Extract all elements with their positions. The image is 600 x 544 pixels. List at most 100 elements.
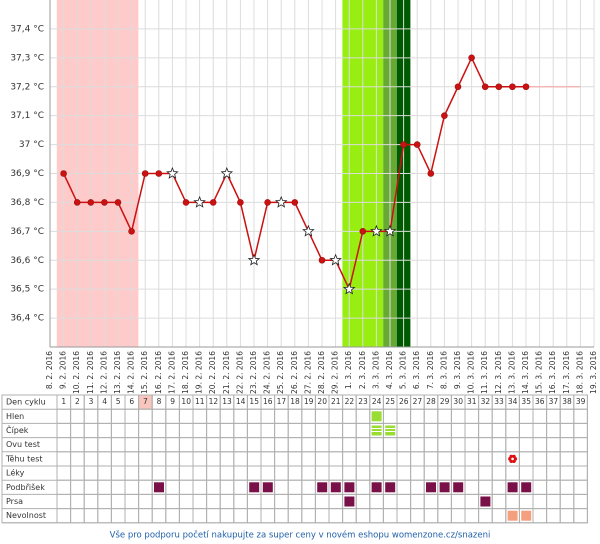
point-marker xyxy=(441,112,448,119)
x-tick-label: 27. 2. 2016 xyxy=(303,351,312,394)
table-cell xyxy=(573,508,588,524)
y-tick-label: 36,8 °C xyxy=(10,198,44,208)
star-marker xyxy=(274,195,288,208)
point-marker xyxy=(155,170,163,177)
symptom-mark xyxy=(370,410,383,423)
cycle-day: 12 xyxy=(209,397,219,406)
symptom-mark xyxy=(506,509,519,522)
cycle-day: 20 xyxy=(317,397,327,406)
symptom-mark xyxy=(153,481,165,494)
symptom-mark xyxy=(343,495,356,508)
cycle-day: 2 xyxy=(75,397,80,406)
star-marker xyxy=(329,253,342,266)
cycle-day: 9 xyxy=(170,397,175,406)
symptom-mark xyxy=(425,481,437,494)
point-marker xyxy=(454,83,462,91)
cycle-day: 4 xyxy=(102,397,107,406)
x-tick-label: 16. 3. 2016 xyxy=(548,351,557,394)
cycle-day: 11 xyxy=(195,397,205,406)
point-marker xyxy=(60,170,67,177)
x-tick-label: 8. 3. 2016 xyxy=(439,351,448,389)
x-tick-label: 14. 3. 2016 xyxy=(521,351,530,394)
x-tick-label: 23. 2. 2016 xyxy=(249,351,258,394)
cycle-day: 35 xyxy=(521,397,531,406)
x-tick-label: 2. 3. 2016 xyxy=(358,351,367,389)
y-tick-label: 36,9 °C xyxy=(10,169,44,179)
cycle-day: 6 xyxy=(129,397,134,406)
cycle-day: 8 xyxy=(157,397,162,406)
x-tick-label: 3. 3. 2016 xyxy=(371,351,380,389)
cycle-day: 29 xyxy=(440,397,450,406)
cycle-day: 27 xyxy=(413,397,423,406)
row-label: Ovu test xyxy=(6,440,40,449)
point-marker xyxy=(468,54,475,62)
x-tick-label: 11. 2. 2016 xyxy=(86,351,95,394)
point-marker xyxy=(128,228,135,235)
x-tick-label: 18. 3. 2016 xyxy=(575,351,584,394)
footer-link[interactable]: Vše pro podporu početí nakupujte za supe… xyxy=(110,530,491,541)
cycle-day: 16 xyxy=(263,397,273,406)
symptom-mark xyxy=(316,481,329,494)
cycle-day: 26 xyxy=(399,397,409,406)
y-tick-label: 37 °C xyxy=(19,140,44,150)
point-marker xyxy=(264,199,271,206)
x-tick-label: 17. 2. 2016 xyxy=(167,351,176,394)
flower-center xyxy=(511,457,514,461)
cycle-day: 18 xyxy=(290,397,300,406)
symptom-mark xyxy=(248,481,261,494)
cycle-day: 10 xyxy=(181,397,191,406)
point-marker xyxy=(509,83,516,91)
x-tick-label: 11. 3. 2016 xyxy=(480,351,489,394)
y-tick-label: 36,6 °C xyxy=(10,256,44,266)
cycle-day: 38 xyxy=(562,397,572,406)
point-marker xyxy=(413,141,421,148)
cycle-day: 34 xyxy=(508,397,518,406)
x-tick-label: 12. 2. 2016 xyxy=(99,351,108,394)
x-tick-label: 24. 2. 2016 xyxy=(263,351,272,394)
cycle-day: 3 xyxy=(89,397,94,406)
cycle-day: 25 xyxy=(385,397,395,406)
point-marker xyxy=(73,199,81,206)
x-tick-label: 10. 3. 2016 xyxy=(467,351,476,394)
x-tick-label: 8. 2. 2016 xyxy=(45,351,54,389)
point-marker xyxy=(400,141,407,148)
cycle-day: 30 xyxy=(453,397,463,406)
point-marker xyxy=(87,199,95,206)
y-tick-label: 36,7 °C xyxy=(10,227,44,237)
row-label: Hlen xyxy=(6,412,24,421)
x-tick-label: 7. 3. 2016 xyxy=(426,351,435,389)
x-tick-label: 20. 2. 2016 xyxy=(208,351,217,394)
star-marker xyxy=(370,224,383,237)
point-marker xyxy=(318,256,326,264)
y-tick-label: 37,2 °C xyxy=(10,82,44,92)
cycle-day: 36 xyxy=(535,397,545,406)
symptom-mark xyxy=(343,481,356,494)
symptom-mark xyxy=(329,481,342,494)
symptom-mark xyxy=(452,481,465,494)
x-tick-label: 19. 2. 2016 xyxy=(195,351,204,394)
point-marker xyxy=(359,228,367,235)
cycle-day: 39 xyxy=(576,397,586,406)
y-tick-label: 36,5 °C xyxy=(10,285,44,295)
symptom-mark xyxy=(384,424,397,437)
x-tick-label: 12. 3. 2016 xyxy=(494,351,503,394)
point-marker xyxy=(427,170,435,177)
symptom-mark xyxy=(479,495,492,508)
symptom-mark xyxy=(506,481,519,494)
cycle-day: 21 xyxy=(331,397,341,406)
row-label: Den cyklu xyxy=(6,398,46,407)
star-marker xyxy=(193,195,206,208)
x-tick-label: 9. 2. 2016 xyxy=(59,351,68,389)
star-marker xyxy=(342,282,356,295)
cycle-day: 5 xyxy=(116,397,121,406)
point-marker xyxy=(291,199,299,206)
x-tick-label: 14. 2. 2016 xyxy=(127,351,136,394)
row-label: Těhu test xyxy=(5,454,43,463)
x-tick-label: 25. 2. 2016 xyxy=(276,351,285,394)
point-marker xyxy=(495,83,503,91)
point-marker xyxy=(101,199,108,206)
row-label: Léky xyxy=(6,468,25,478)
symptom-mark xyxy=(520,481,533,494)
